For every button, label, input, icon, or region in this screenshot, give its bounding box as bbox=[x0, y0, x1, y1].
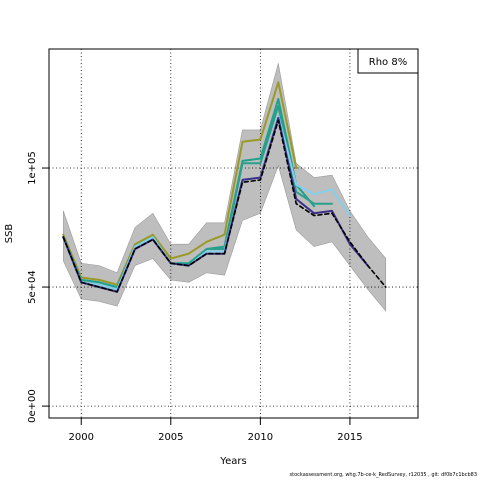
x-tick-label: 2010 bbox=[248, 432, 273, 443]
y-axis-title: SSB bbox=[4, 224, 15, 244]
series-line-1 bbox=[62, 81, 298, 286]
legend-box bbox=[357, 48, 419, 74]
y-tick-label: 0e+00 bbox=[27, 389, 38, 423]
series-line-6 bbox=[62, 119, 387, 293]
plot-frame bbox=[48, 48, 419, 419]
y-tick-label: 5e+04 bbox=[27, 270, 38, 304]
x-tick-label: 2000 bbox=[69, 432, 94, 443]
x-axis: 2000 2005 2010 2015 bbox=[69, 418, 363, 443]
series-line-2 bbox=[62, 98, 316, 289]
legend: Rho 8% bbox=[357, 48, 419, 74]
y-tick-label: 1e+05 bbox=[27, 151, 38, 185]
x-axis-title: Years bbox=[219, 456, 246, 467]
x-tick-label: 2015 bbox=[337, 432, 362, 443]
confidence-band-area bbox=[63, 63, 387, 312]
legend-label: Rho 8% bbox=[369, 57, 407, 68]
series-line-4 bbox=[62, 114, 351, 291]
footer-note: stockassessment.org, whg.7b-ce-k_RedSurv… bbox=[289, 472, 477, 478]
y-axis: 0e+00 5e+04 1e+05 bbox=[27, 151, 49, 423]
series-lines bbox=[62, 81, 387, 293]
x-tick-label: 2005 bbox=[158, 432, 183, 443]
confidence-band bbox=[63, 63, 387, 312]
